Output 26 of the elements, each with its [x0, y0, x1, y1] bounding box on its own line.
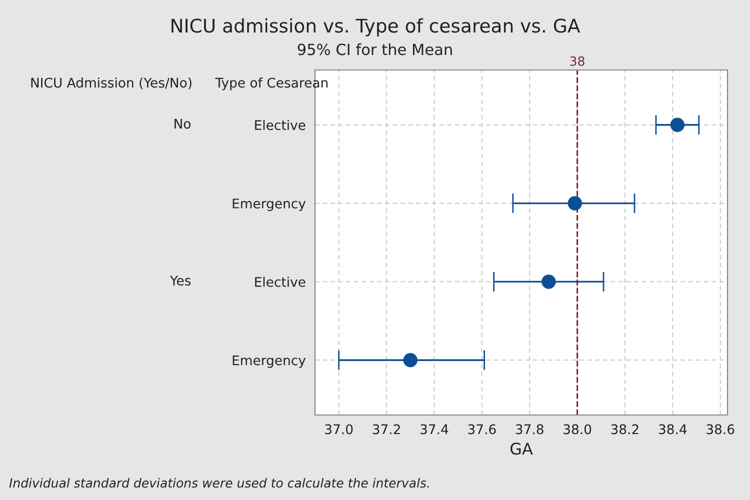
x-tick-label: 38.0: [564, 424, 592, 434]
text: Individual standard deviations were used to calculate the intervals.: [9, 478, 429, 488]
x-tick-label: 38.4: [658, 424, 687, 434]
y-tick-label: Emergency: [232, 356, 306, 368]
point: [403, 352, 418, 368]
y-tick-label: Elective: [255, 276, 306, 287]
y-tick-label: Emergency: [232, 198, 306, 212]
text: NICU Admission (Yes/No): [31, 77, 192, 90]
text: Yes: [170, 276, 191, 286]
x-tick-label: 37.6: [468, 424, 496, 434]
point: [542, 274, 556, 289]
x-tick-label: 37.0: [325, 424, 353, 434]
point: [670, 118, 685, 132]
point: [568, 196, 582, 210]
chart-subtitle: 95% CI for the Mean: [298, 43, 452, 56]
chart-title: NICU admission vs. Type of cesarean vs. GA: [172, 18, 580, 36]
x-tick-label: 37.4: [420, 424, 448, 434]
ref-line-label: 38: [570, 56, 584, 66]
x-tick-label: 37.2: [372, 424, 400, 434]
x-tick-label: 38.2: [611, 424, 638, 434]
x-tick-label: 38.6: [706, 424, 734, 434]
text: No: [174, 118, 191, 129]
x-tick-label: 37.8: [516, 424, 544, 434]
y-axis-title: Type of Cesarean: [215, 77, 328, 90]
y-tick-label: Elective: [255, 120, 306, 130]
x-axis-title: GA: [510, 442, 533, 455]
